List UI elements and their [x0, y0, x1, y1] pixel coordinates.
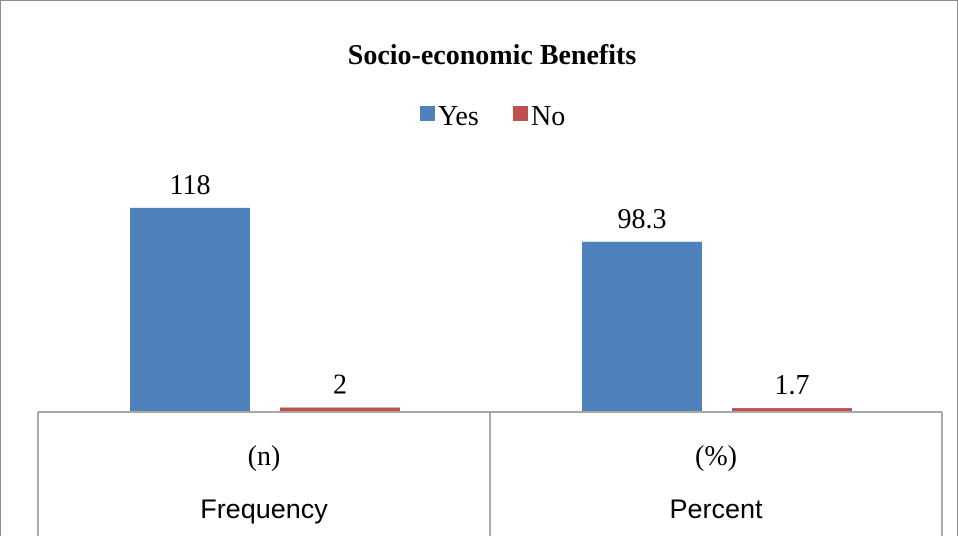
bar-no-1: [732, 408, 852, 411]
data-label-yes-0: 118: [170, 170, 211, 201]
group-label-frequency: Frequency: [200, 494, 328, 524]
category-axis: (n) (%) Frequency Percent: [37, 411, 943, 536]
legend-swatch-yes: [420, 106, 435, 121]
chart-title: Socio-economic Benefits: [348, 40, 637, 71]
data-labels-layer: 118 2 98.3 1.7: [170, 170, 810, 401]
legend-label-no: No: [531, 101, 565, 132]
group-label-percent: Percent: [669, 494, 763, 524]
bar-no-0: [280, 407, 400, 411]
bars-layer: [130, 207, 852, 411]
category-label-percent: (%): [695, 441, 737, 472]
legend-label-yes: Yes: [438, 101, 479, 132]
data-label-yes-1: 98.3: [618, 204, 667, 235]
bar-yes-0: [130, 207, 250, 411]
legend-swatch-no: [513, 106, 528, 121]
data-label-no-1: 1.7: [775, 370, 810, 401]
category-label-n: (n): [248, 441, 281, 472]
legend: Yes No: [420, 101, 565, 132]
bar-yes-1: [582, 241, 702, 411]
data-label-no-0: 2: [333, 370, 347, 401]
